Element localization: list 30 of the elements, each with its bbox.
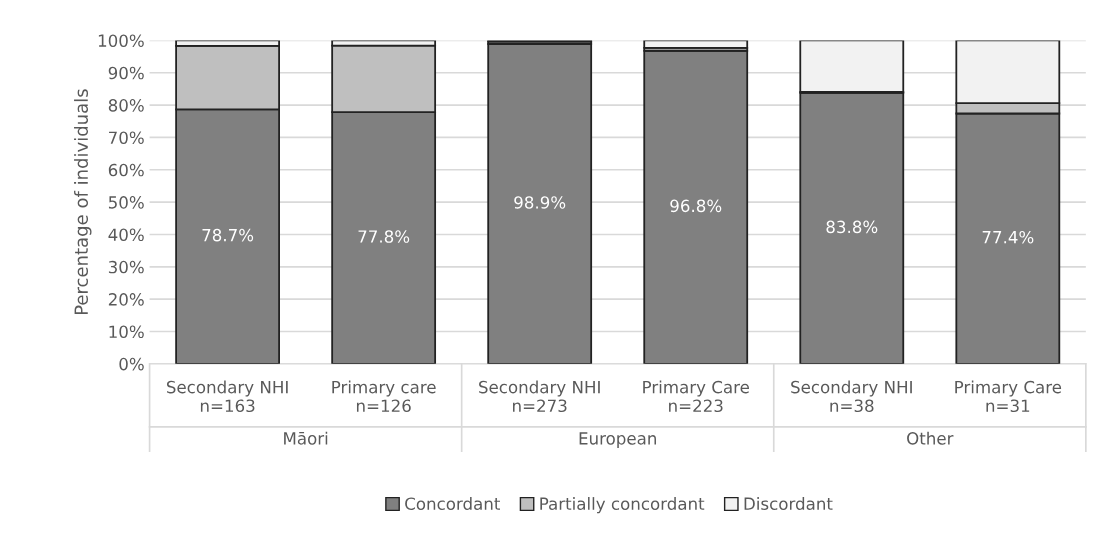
data-label: 77.8% (358, 230, 410, 243)
x-tick-label: Secondary NHI n=273 (479, 380, 600, 413)
y-tick-label: 40% (108, 228, 144, 242)
y-tick-label: 100% (98, 34, 144, 47)
text: Other (907, 431, 954, 445)
x-tick-label: Secondary NHI n=163 (166, 380, 288, 413)
y-tick-label: 80% (108, 99, 144, 112)
legend-label: Concordant (405, 497, 501, 510)
y-axis-title: Percentage of individuals (74, 89, 92, 315)
data-label: 78.7% (202, 228, 254, 242)
text: Māori (284, 431, 328, 445)
y-tick-label: 60% (108, 163, 144, 177)
y-tick-label: 30% (108, 260, 144, 274)
x-tick-label: Primary Care n=31 (955, 380, 1062, 413)
y-tick-label: 90% (108, 66, 144, 80)
data-label: 96.8% (670, 199, 722, 213)
y-tick-label: 20% (108, 293, 144, 306)
data-label: 98.9% (514, 196, 566, 209)
x-tick-label: Primary care n=126 (332, 380, 436, 413)
y-tick-label: 70% (109, 131, 144, 145)
legend-label: Partially concordant (540, 497, 705, 514)
y-tick-label: 0% (119, 357, 144, 371)
legend-label: Discordant (744, 497, 833, 510)
y-tick-label: 10% (109, 325, 144, 339)
x-tick-label: Primary Care n=223 (643, 380, 749, 413)
data-label: 77.4% (982, 230, 1034, 244)
x-tick-label: Secondary NHI n=38 (791, 380, 912, 413)
text: European (579, 432, 656, 448)
y-tick-label: 50% (108, 196, 144, 209)
data-label: 83.8% (826, 220, 878, 234)
